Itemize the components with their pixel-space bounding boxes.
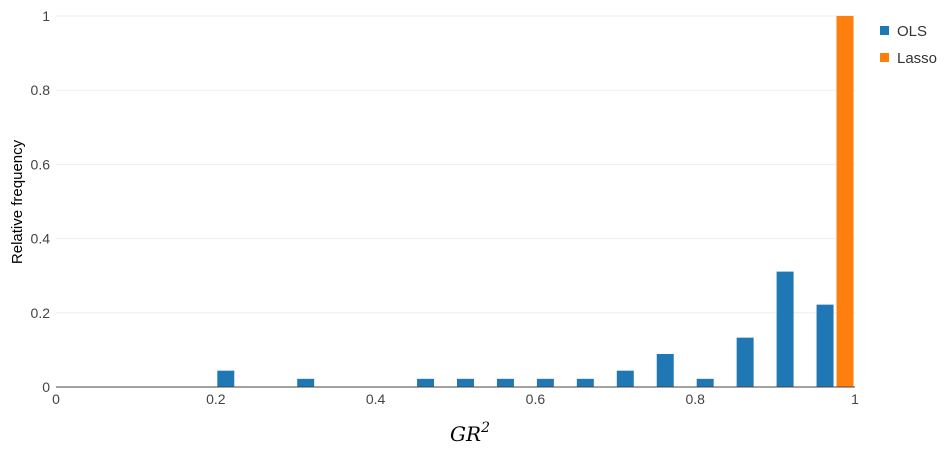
y-tick-label: 0.6 [31, 156, 51, 172]
x-tick-label: 0 [52, 391, 60, 407]
y-axis-title: Relative frequency [9, 139, 26, 264]
bar-ols[interactable] [776, 271, 794, 387]
bar-ols[interactable] [816, 304, 834, 387]
x-tick-label: 0.2 [206, 391, 226, 407]
bar-lasso[interactable] [836, 16, 854, 387]
grid-lines [56, 15, 855, 314]
x-tick-label: 0.4 [366, 391, 386, 407]
y-tick-label: 1 [42, 8, 50, 24]
bar-ols[interactable] [576, 378, 594, 387]
y-tick-label: 0 [42, 379, 50, 395]
legend: OLS Lasso [880, 23, 937, 67]
legend-label-ols: OLS [897, 23, 927, 40]
y-tick-labels: 0 0.2 0.4 0.6 0.8 1 [31, 8, 51, 395]
x-tick-labels: 0 0.2 0.4 0.6 0.8 1 [52, 391, 859, 407]
bar-ols[interactable] [736, 337, 754, 387]
legend-swatch-lasso [880, 53, 889, 62]
y-tick-label: 0.2 [31, 305, 51, 321]
bar-ols[interactable] [297, 378, 315, 387]
bar-ols[interactable] [217, 370, 235, 387]
bar-ols[interactable] [656, 353, 674, 387]
x-tick-label: 0.8 [685, 391, 705, 407]
y-tick-label: 0.4 [31, 231, 51, 247]
y-tick-label: 0.8 [31, 82, 51, 98]
bar-ols[interactable] [616, 370, 634, 387]
legend-item-ols[interactable]: OLS [880, 23, 927, 40]
x-axis-title: GR2 [450, 420, 490, 446]
bar-ols[interactable] [417, 378, 435, 387]
x-tick-label: 0.6 [526, 391, 546, 407]
legend-item-lasso[interactable]: Lasso [880, 50, 937, 67]
x-tick-label: 1 [851, 391, 859, 407]
bar-ols[interactable] [536, 378, 554, 387]
legend-swatch-ols [880, 26, 889, 35]
bars [217, 16, 854, 387]
legend-label-lasso: Lasso [897, 50, 937, 67]
bar-ols[interactable] [456, 378, 474, 387]
bar-ols[interactable] [696, 378, 714, 387]
bar-ols[interactable] [496, 378, 514, 387]
